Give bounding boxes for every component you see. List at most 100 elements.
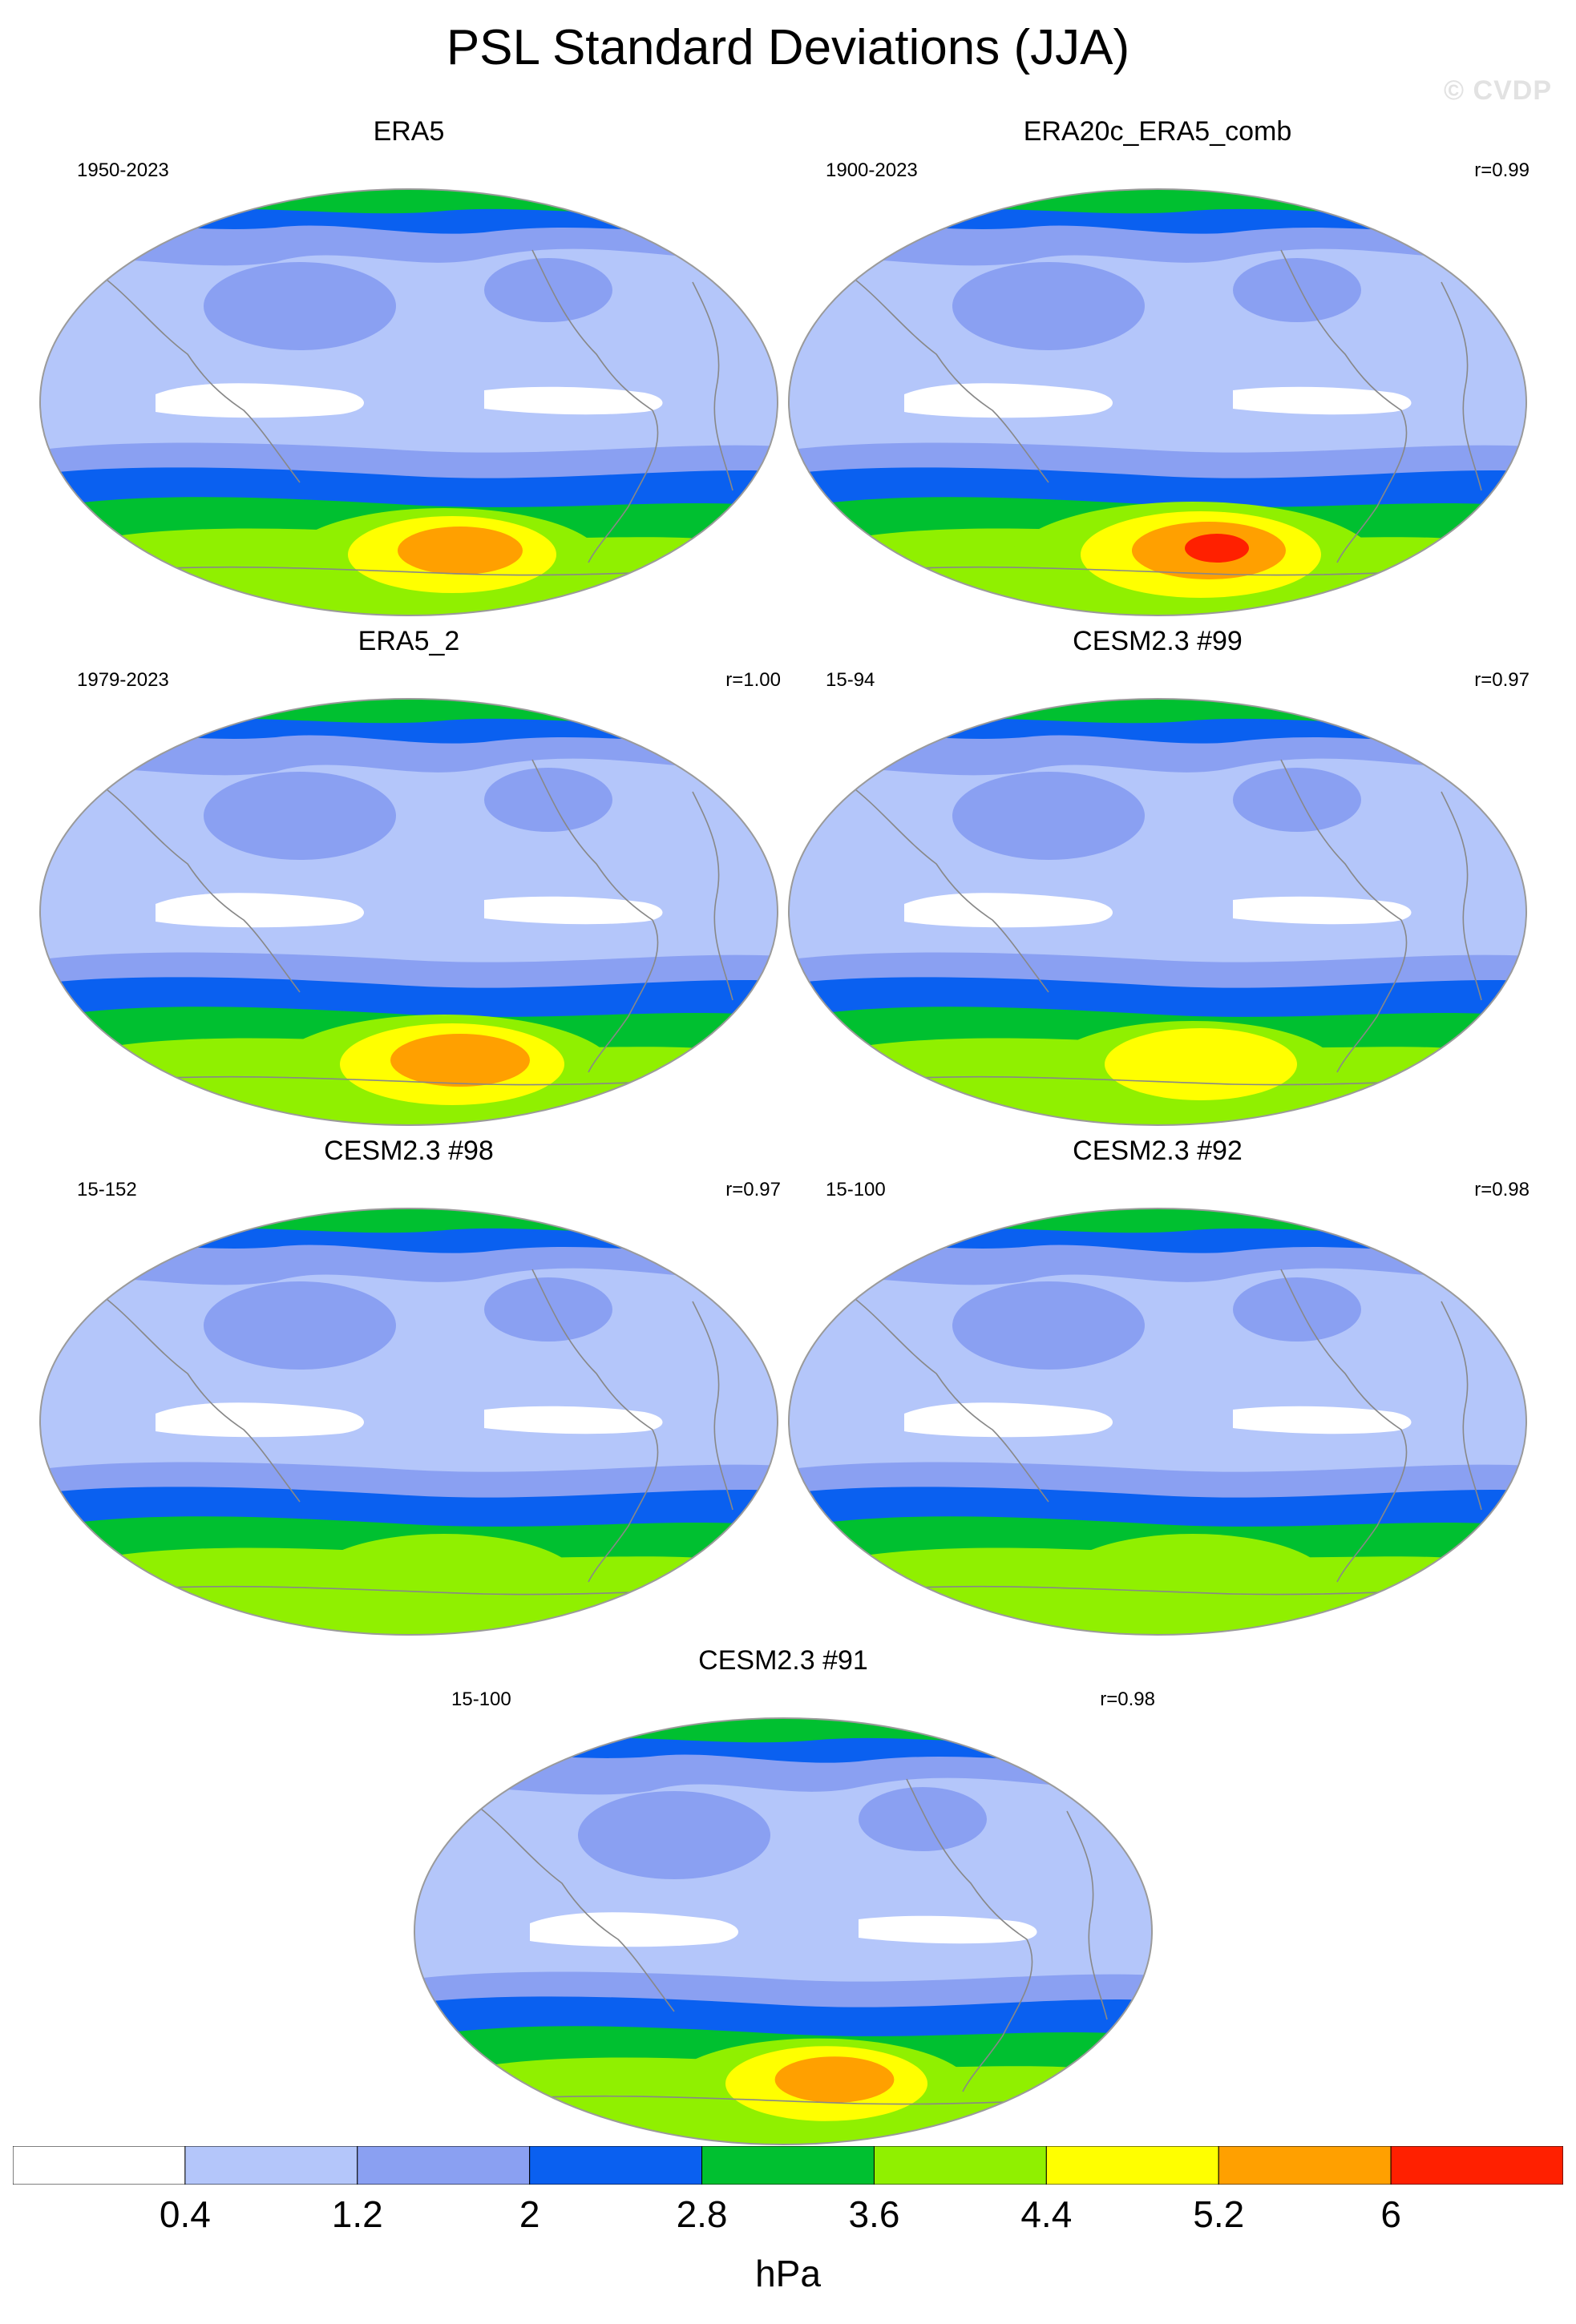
map-panel: CESM2.3 #98 15-152 r=0.97 [32,1132,786,1644]
field-tropics-west [904,893,1113,928]
colorbar-swatch [13,2146,186,2185]
coastline-africa [692,1301,733,1511]
field-tropics-east [1233,1406,1412,1434]
map-panel: CESM2.3 #91 15-100 r=0.98 [406,1641,1160,2154]
coastline-africa [1441,1301,1482,1511]
coastline-africa [692,281,733,491]
coastline-africa [1441,791,1482,1001]
field-antarctic-peak3 [398,527,523,575]
coastline-africa [1441,281,1482,491]
map-1 [788,188,1527,616]
panel-years: 15-94 [826,669,875,691]
coastline-americas [531,1269,659,1583]
colorbar-swatch [184,2146,358,2185]
field-tropics-west [156,383,364,418]
field-tropics-east [1233,386,1412,415]
panel-years: 1950-2023 [77,159,169,181]
panel-correlation: r=0.98 [1100,1689,1155,1710]
map-panel: CESM2.3 #99 15-94 r=0.97 [781,622,1534,1135]
map-0 [39,188,778,616]
watermark: © CVDP [1444,75,1552,106]
panel-title: CESM2.3 #98 [324,1136,494,1166]
field-north-pacific [204,262,396,350]
coastline-asia [99,1293,301,1503]
panel-years: 15-152 [77,1179,137,1200]
colorbar-tick-label: 3.6 [848,2193,900,2235]
panel-correlation: r=0.97 [1474,669,1530,691]
panel-correlation: r=0.99 [1474,159,1530,181]
field-north-atlantic [859,1787,987,1851]
panel-title: CESM2.3 #92 [1073,1136,1243,1166]
coastline-asia [847,273,1049,483]
panel-years: 15-100 [451,1689,511,1710]
field-antarctic-peak1 [308,1534,580,1630]
field-north-atlantic [484,258,612,322]
field-tropics-west [904,383,1113,418]
field-tropics-east [484,1406,663,1434]
field-antarctic-peak3 [390,1034,530,1087]
map-panel: CESM2.3 #92 15-100 r=0.98 [781,1132,1534,1644]
field-north-pacific [952,262,1145,350]
panel-title: ERA5 [373,116,445,147]
coastline-asia [473,1802,675,2012]
field-antarctic-peak3 [774,2056,895,2103]
panel-correlation: r=0.97 [725,1179,781,1200]
panel-title: ERA20c_ERA5_comb [1023,116,1292,147]
colorbar-swatch [701,2146,875,2185]
coastline-americas [1280,249,1408,563]
panel-correlation: r=0.98 [1474,1179,1530,1200]
field-tropics-east [484,386,663,415]
field-antarctic-peak1 [1057,1534,1329,1630]
field-north-pacific [578,1791,770,1879]
field-tropics-east [859,1915,1037,1944]
colorbar-tick-label: 2.8 [676,2193,728,2235]
colorbar-swatch [1390,2146,1563,2185]
panel-title: ERA5_2 [358,626,460,656]
map-panel: ERA5_2 1979-2023 r=1.00 [32,622,786,1135]
colorbar-tick-label: 2 [519,2193,540,2235]
figure-title: PSL Standard Deviations (JJA) [446,20,1130,75]
coastline-asia [99,783,301,993]
panel-title: CESM2.3 #99 [1073,626,1243,656]
coastline-asia [847,783,1049,993]
field-antarctic-peak2 [1105,1028,1297,1100]
map-panel: ERA5 1950-2023 [32,112,786,625]
panel-years: 1979-2023 [77,669,169,691]
colorbar-tick-label: 5.2 [1193,2193,1245,2235]
coastline-americas [1280,759,1408,1073]
field-tropics-west [156,893,364,928]
field-north-atlantic [1233,768,1361,832]
map-5 [788,1208,1527,1636]
field-north-atlantic [1233,258,1361,322]
map-2 [39,698,778,1126]
field-north-pacific [204,772,396,860]
coastline-americas [531,759,659,1073]
field-tropics-west [156,1402,364,1438]
field-north-atlantic [1233,1277,1361,1342]
map-3 [788,698,1527,1126]
field-north-pacific [952,1281,1145,1370]
colorbar-swatch [1218,2146,1392,2185]
panel-years: 15-100 [826,1179,886,1200]
field-north-pacific [204,1281,396,1370]
colorbar-unit-label: hPa [755,2253,821,2294]
field-north-atlantic [484,1277,612,1342]
map-panel: ERA20c_ERA5_comb 1900-2023 r=0.99 [781,112,1534,625]
coastline-americas [906,1778,1033,2092]
panel-title: CESM2.3 #91 [698,1645,868,1676]
field-north-pacific [952,772,1145,860]
map-4 [39,1208,778,1636]
colorbar-swatch [1045,2146,1219,2185]
coastline-africa [692,791,733,1001]
colorbar-tick-label: 1.2 [331,2193,383,2235]
coastline-americas [1280,1269,1408,1583]
field-tropics-east [1233,896,1412,925]
colorbar-swatch [529,2146,703,2185]
panel-years: 1900-2023 [826,159,918,181]
colorbar [13,2146,1563,2185]
field-tropics-west [904,1402,1113,1438]
colorbar-tick-label: 6 [1380,2193,1401,2235]
colorbar-tick-label: 4.4 [1020,2193,1073,2235]
colorbar-swatch [357,2146,531,2185]
field-north-atlantic [484,768,612,832]
